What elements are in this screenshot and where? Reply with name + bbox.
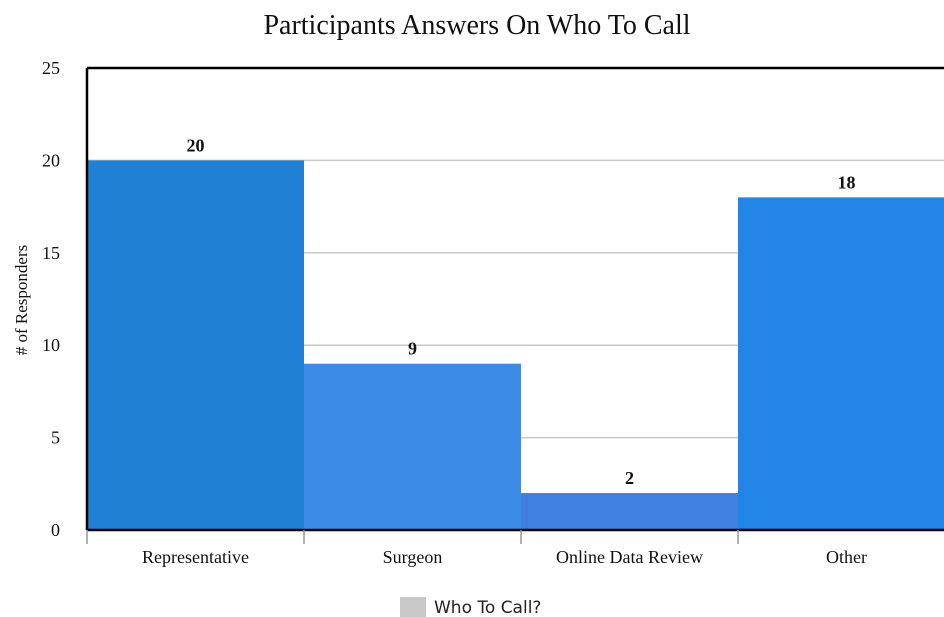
y-tick-label: 10 [42, 335, 60, 355]
legend-label: Who To Call? [434, 598, 541, 617]
x-tick-label: Representative [142, 547, 249, 567]
y-tick-label: 25 [42, 58, 60, 78]
bar[interactable] [738, 197, 944, 531]
y-axis-label: # of Responders [12, 245, 31, 355]
axes [85, 66, 944, 544]
bars [87, 160, 944, 531]
bar[interactable] [304, 363, 521, 530]
legend[interactable]: Who To Call? [400, 597, 541, 617]
y-tick-label: 20 [42, 150, 60, 170]
data-label: 20 [187, 135, 205, 155]
data-labels: 20 9 2 18 [187, 135, 856, 488]
legend-swatch [400, 597, 426, 617]
x-tick-labels: Representative Surgeon Online Data Review O… [142, 547, 867, 567]
data-label: 2 [625, 468, 634, 488]
bar[interactable] [521, 493, 738, 530]
y-tick-label: 15 [42, 243, 60, 263]
bar[interactable] [87, 160, 304, 530]
x-tick-label: Online Data Review [556, 547, 703, 567]
chart-title: Participants Answers On Who To Call [263, 10, 690, 41]
data-label: 9 [408, 339, 417, 359]
y-tick-label: 0 [51, 520, 60, 540]
y-tick-labels: 0 5 10 15 20 25 [42, 58, 60, 540]
data-label: 18 [838, 172, 856, 192]
x-tick-label: Other [826, 547, 867, 567]
y-tick-label: 5 [51, 428, 60, 448]
x-tick-label: Surgeon [383, 547, 443, 567]
